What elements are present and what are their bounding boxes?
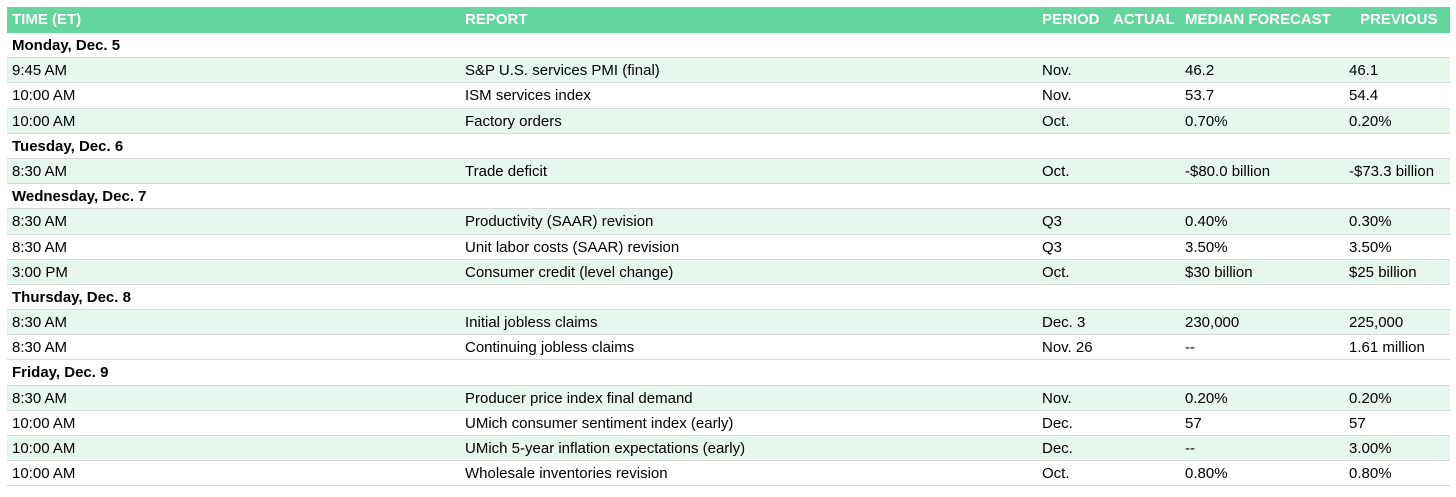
report-cell: Wholesale inventories revision [465,465,668,483]
report-cell: Initial jobless claims [465,314,598,332]
report-cell: Productivity (SAAR) revision [465,213,654,231]
table-header-row: TIME (ET) REPORT PERIOD ACTUAL MEDIAN FO… [7,7,1450,33]
time-cell: 10:00 AM [12,465,76,483]
time-cell: 10:00 AM [12,112,76,130]
economic-calendar-table: TIME (ET) REPORT PERIOD ACTUAL MEDIAN FO… [7,7,1450,487]
day-header-row: Tuesday, Dec. 6 [7,133,1450,159]
period-cell: Nov. 26 [1042,339,1093,357]
report-cell: Unit labor costs (SAAR) revision [465,238,680,256]
time-cell: 10:00 AM [12,440,76,457]
time-cell: 8:30 AM [12,314,68,332]
period-cell: Dec. [1042,440,1073,457]
time-cell: 10:00 AM [12,87,76,105]
day-label: Monday, Dec. 5 [12,37,121,54]
median-forecast-cell: 3.50% [1185,238,1228,256]
previous-cell: 54.4 [1349,87,1379,105]
median-forecast-cell: 0.20% [1185,389,1228,407]
time-cell: 10:00 AM [12,414,76,432]
table-row: 8:30 AM Trade deficit Oct. -$80.0 billion -$… [7,158,1450,185]
day-header-row: Friday, Dec. 9 [7,360,1450,386]
table-row: 8:30 AM Productivity (SAAR) revision Q3 0.4… [7,209,1450,235]
report-cell: Continuing jobless claims [465,339,635,357]
previous-cell: 1.61 million [1349,339,1425,357]
period-cell: Oct. [1042,162,1070,180]
time-cell: 8:30 AM [12,389,68,407]
header-previous: PREVIOUS [1360,11,1438,28]
table-row: 8:30 AM Unit labor costs (SAAR) revision Q… [7,234,1450,260]
previous-cell: 225,000 [1349,314,1404,332]
previous-cell: 0.80% [1349,465,1392,483]
header-period: PERIOD [1042,11,1100,28]
median-forecast-cell: 46.2 [1185,62,1215,80]
period-cell: Dec. [1042,414,1073,432]
period-cell: Dec. 3 [1042,314,1086,332]
period-cell: Nov. [1042,87,1072,105]
previous-cell: 0.20% [1349,389,1392,407]
day-header-row: Wednesday, Dec. 7 [7,184,1450,210]
header-report: REPORT [465,11,528,28]
report-cell: S&P U.S. services PMI (final) [465,62,660,80]
median-forecast-cell: $30 billion [1185,263,1253,281]
time-cell: 9:45 AM [12,62,68,80]
previous-cell: 3.50% [1349,238,1392,256]
previous-cell: 3.00% [1349,440,1392,457]
median-forecast-cell: -- [1185,440,1195,457]
period-cell: Q3 [1042,238,1063,256]
time-cell: 8:30 AM [12,339,68,357]
day-label: Tuesday, Dec. 6 [12,137,124,155]
report-cell: ISM services index [465,87,591,105]
period-cell: Nov. [1042,62,1072,80]
previous-cell: 0.30% [1349,213,1392,231]
table-row: 10:00 AM Factory orders Oct. 0.70% 0.20% [7,108,1450,134]
header-time: TIME (ET) [12,11,82,28]
median-forecast-cell: 230,000 [1185,314,1240,332]
median-forecast-cell: 53.7 [1185,87,1215,105]
median-forecast-cell: 57 [1185,414,1202,432]
median-forecast-cell: 0.80% [1185,465,1228,483]
median-forecast-cell: 0.40% [1185,213,1228,231]
header-median-forecast: MEDIAN FORECAST [1185,11,1331,28]
previous-cell: 46.1 [1349,62,1379,80]
time-cell: 8:30 AM [12,238,68,256]
report-cell: UMich consumer sentiment index (early) [465,414,734,432]
table-row: 8:30 AM Continuing jobless claims Nov. 26 -… [7,335,1450,361]
table-row: 3:00 PM Consumer credit (level change) Oct… [7,259,1450,285]
period-cell: Q3 [1042,213,1063,231]
period-cell: Oct. [1042,112,1070,130]
report-cell: Trade deficit [465,162,547,180]
header-actual: ACTUAL [1113,11,1175,28]
table-row: 8:30 AM Initial jobless claims Dec. 3 230,0… [7,310,1450,336]
report-cell: Factory orders [465,112,562,130]
table-body: Monday, Dec. 5 9:45 AM S&P U.S. services P… [7,33,1450,487]
day-label: Wednesday, Dec. 7 [12,188,147,206]
report-cell: UMich 5-year inflation expectations (ear… [465,440,746,457]
time-cell: 8:30 AM [12,162,68,180]
median-forecast-cell: -$80.0 billion [1185,162,1271,180]
period-cell: Oct. [1042,465,1070,483]
day-label: Thursday, Dec. 8 [12,288,131,306]
report-cell: Producer price index final demand [465,389,693,407]
median-forecast-cell: -- [1185,339,1195,357]
day-header-row: Monday, Dec. 5 [7,33,1450,59]
previous-cell: -$73.3 billion [1349,162,1435,180]
period-cell: Nov. [1042,389,1072,407]
table-row: 9:45 AM S&P U.S. services PMI (final) Nov.… [7,58,1450,84]
time-cell: 3:00 PM [12,263,68,281]
day-header-row: Thursday, Dec. 8 [7,284,1450,311]
day-label: Friday, Dec. 9 [12,364,109,382]
median-forecast-cell: 0.70% [1185,112,1228,130]
table-row: 10:00 AM UMich consumer sentiment index (… [7,410,1450,436]
table-row: 10:00 AM Wholesale inventories revision Oc… [7,461,1450,487]
table-row: 8:30 AM Producer price index final demand… [7,385,1450,411]
table-row: 10:00 AM UMich 5-year inflation expectati… [7,436,1450,462]
period-cell: Oct. [1042,263,1070,281]
table-row: 10:00 AM ISM services index Nov. 53.7 54.4 [7,83,1450,109]
previous-cell: 57 [1349,414,1366,432]
previous-cell: $25 billion [1349,263,1417,281]
previous-cell: 0.20% [1349,112,1392,130]
time-cell: 8:30 AM [12,213,68,231]
report-cell: Consumer credit (level change) [465,263,674,281]
